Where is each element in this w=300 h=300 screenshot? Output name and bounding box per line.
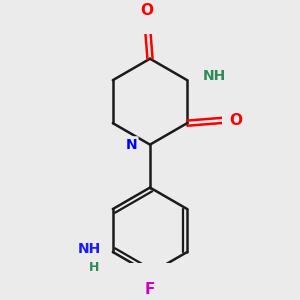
Text: F: F	[145, 282, 155, 297]
Text: O: O	[141, 3, 154, 18]
Text: NH: NH	[203, 69, 226, 83]
Text: H: H	[89, 261, 99, 274]
Text: O: O	[230, 113, 242, 128]
Text: NH: NH	[78, 242, 101, 256]
Text: N: N	[125, 138, 137, 152]
